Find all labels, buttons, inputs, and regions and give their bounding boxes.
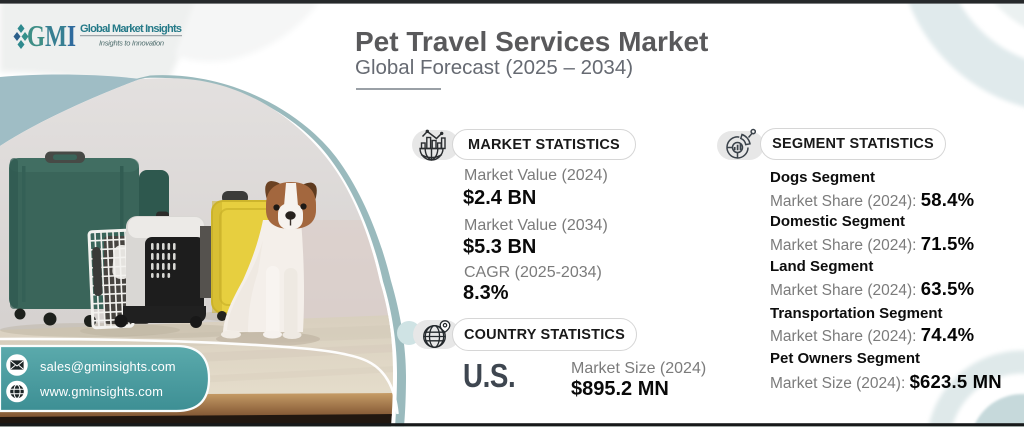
svg-text:GMI: GMI xyxy=(27,18,76,53)
svg-text:Insights to Innovation: Insights to Innovation xyxy=(99,39,164,48)
svg-text:Global Market Insights: Global Market Insights xyxy=(80,23,182,35)
